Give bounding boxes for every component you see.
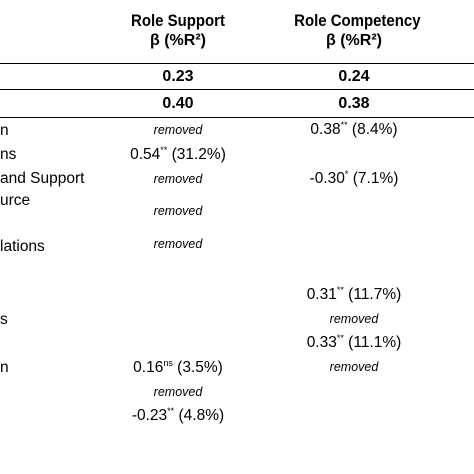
cell-value: 0.54** (31.2%) bbox=[130, 145, 226, 163]
cell-removed: removed bbox=[153, 204, 203, 218]
summary-row-1-col1: 0.23 bbox=[162, 68, 194, 85]
cell-removed: removed bbox=[329, 360, 379, 374]
summary-row-2-col2: 0.38 bbox=[338, 95, 370, 112]
cell-value: 0.16ns (3.5%) bbox=[133, 358, 223, 376]
table-rule bbox=[0, 117, 474, 118]
summary-row-2-col1: 0.40 bbox=[162, 95, 194, 112]
col2-header-subtitle: β (%R²) bbox=[326, 32, 382, 49]
cell-value: -0.23** (4.8%) bbox=[131, 406, 225, 424]
cell-value: 0.38** (8.4%) bbox=[310, 120, 398, 138]
cell-removed: removed bbox=[153, 237, 203, 251]
col1-header-title: Role Support bbox=[131, 11, 225, 30]
row-label: urce bbox=[0, 192, 31, 209]
cell-removed: removed bbox=[153, 172, 203, 186]
cell-removed: removed bbox=[329, 312, 379, 326]
cell-value: 0.33** (11.1%) bbox=[306, 333, 402, 351]
cell-value: -0.30* (7.1%) bbox=[309, 169, 399, 187]
row-label: ns bbox=[0, 146, 17, 163]
row-label: lations bbox=[0, 238, 45, 255]
row-label: s bbox=[0, 311, 8, 328]
table-rule bbox=[0, 63, 474, 64]
cell-removed: removed bbox=[153, 123, 203, 137]
row-label: and Support bbox=[0, 170, 85, 187]
table-rule bbox=[0, 89, 474, 90]
row-label: n bbox=[0, 359, 9, 376]
col2-header-title: Role Competency bbox=[294, 11, 421, 30]
row-label: n bbox=[0, 122, 9, 139]
cell-removed: removed bbox=[153, 385, 203, 399]
col1-header-subtitle: β (%R²) bbox=[150, 32, 206, 49]
summary-row-1-col2: 0.24 bbox=[338, 68, 370, 85]
cell-value: 0.31** (11.7%) bbox=[306, 285, 402, 303]
